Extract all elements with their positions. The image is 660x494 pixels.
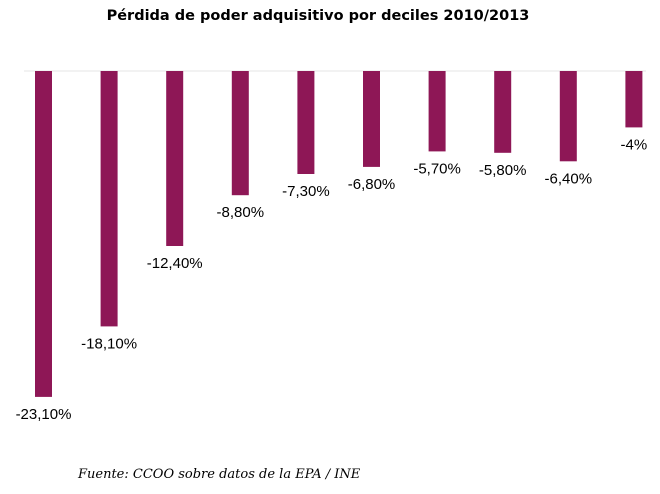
data-label-decile-6: -6,80% <box>348 176 396 193</box>
chart-title: Pérdida de poder adquisitivo por deciles… <box>106 8 530 24</box>
bar-decile-6 <box>363 71 380 167</box>
bar-decile-7 <box>428 71 446 152</box>
data-label-decile-5: -7,30% <box>282 183 330 200</box>
bar-decile-9 <box>559 71 577 162</box>
bar-decile-1 <box>35 71 52 397</box>
data-label-decile-10: -4% <box>621 136 648 153</box>
bars-group <box>35 71 643 397</box>
data-label-decile-2: -18,10% <box>81 335 137 352</box>
bar-decile-4 <box>231 71 249 196</box>
bar-decile-10 <box>625 71 643 128</box>
data-label-decile-8: -5,80% <box>479 162 527 179</box>
bar-decile-5 <box>297 71 315 174</box>
data-label-decile-4: -8,80% <box>217 204 265 221</box>
data-label-decile-9: -6,40% <box>545 170 593 187</box>
data-label-decile-7: -5,70% <box>413 160 461 177</box>
bar-decile-3 <box>166 71 184 246</box>
data-label-decile-1: -23,10% <box>16 406 72 423</box>
bar-decile-8 <box>494 71 512 153</box>
source-note: Fuente: CCOO sobre datos de la EPA / INE <box>78 467 361 482</box>
bar-decile-2 <box>100 71 118 327</box>
data-labels-group: -23,10%-18,10%-12,40%-8,80%-7,30% -6,80%-… <box>16 136 648 423</box>
data-label-decile-3: -12,40% <box>147 255 203 272</box>
